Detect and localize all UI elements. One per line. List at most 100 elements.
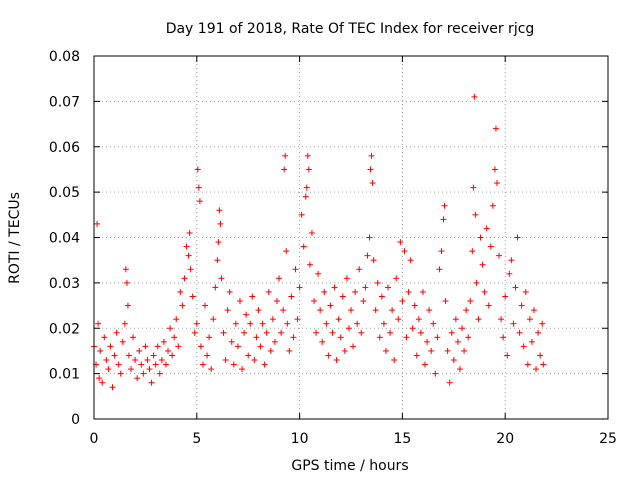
data-point [319,338,326,345]
data-point [220,329,227,336]
data-point [255,307,262,314]
data-point [111,352,118,359]
data-point [413,352,420,359]
data-point [337,334,344,341]
data-point [500,334,507,341]
data-point [175,343,182,350]
data-point [393,275,400,282]
data-point [352,288,359,295]
data-point [132,357,139,364]
data-point [374,279,381,286]
data-point [524,361,531,368]
data-point [401,248,408,255]
data-point [243,311,250,318]
data-point [101,334,108,341]
data-point [284,320,291,327]
data-point [247,320,254,327]
data-point [302,193,309,200]
data-point [280,307,287,314]
data-point [251,357,258,364]
data-point [472,211,479,218]
data-point [483,225,490,232]
data-point [465,334,472,341]
data-point [138,361,145,368]
data-point [107,343,114,350]
data-point [313,329,320,336]
data-point [335,316,342,323]
data-point [224,307,231,314]
data-point [520,343,527,350]
data-point [441,202,448,209]
data-point [366,234,373,241]
data-point [380,320,387,327]
data-point [498,316,505,323]
data-point [267,347,274,354]
data-point [508,257,515,264]
data-point [358,329,365,336]
data-point [263,329,270,336]
data-point [218,275,225,282]
x-tick-label: 20 [496,431,514,447]
data-point [156,370,163,377]
data-point [193,320,200,327]
data-point [290,334,297,341]
data-point [305,166,312,173]
data-point [99,379,106,386]
y-tick-label: 0.08 [49,49,80,65]
data-point [428,347,435,354]
data-point [510,320,517,327]
data-point [121,320,128,327]
data-point [191,329,198,336]
data-point [160,338,167,345]
data-point [411,302,418,309]
data-point [206,334,213,341]
data-point [261,361,268,368]
data-point [409,325,416,332]
data-point [230,361,237,368]
data-point [134,375,141,382]
data-point [183,243,190,250]
data-point [370,257,377,264]
data-point [148,379,155,386]
data-point [187,266,194,273]
data-point [212,284,219,291]
data-point [128,366,135,373]
data-point [228,338,235,345]
data-point [533,366,540,373]
data-point [306,261,313,268]
data-point [150,352,157,359]
data-point [171,334,178,341]
data-point [540,361,547,368]
data-point [329,329,336,336]
data-point [487,243,494,250]
data-point [199,361,206,368]
y-tick-label: 0.03 [49,276,80,292]
y-tick-label: 0.06 [49,140,80,156]
data-point [249,293,256,300]
data-point [253,334,260,341]
data-point [469,248,476,255]
data-point [282,152,289,159]
data-point [245,352,252,359]
data-point [475,316,482,323]
data-point [181,275,188,282]
data-point [140,370,147,377]
data-point [241,329,248,336]
data-point [493,180,500,187]
data-point [185,252,192,259]
data-point [432,370,439,377]
data-point [125,352,132,359]
data-point [271,338,278,345]
data-point [422,361,429,368]
data-point [113,329,120,336]
data-point [516,329,523,336]
data-point [350,343,357,350]
axis-ticks [93,55,609,420]
data-point [512,284,519,291]
data-point [399,298,406,305]
y-tick-label: 0 [71,412,80,428]
data-point [450,357,457,364]
x-tick-label: 15 [393,431,411,447]
data-point [360,298,367,305]
data-point [124,302,131,309]
